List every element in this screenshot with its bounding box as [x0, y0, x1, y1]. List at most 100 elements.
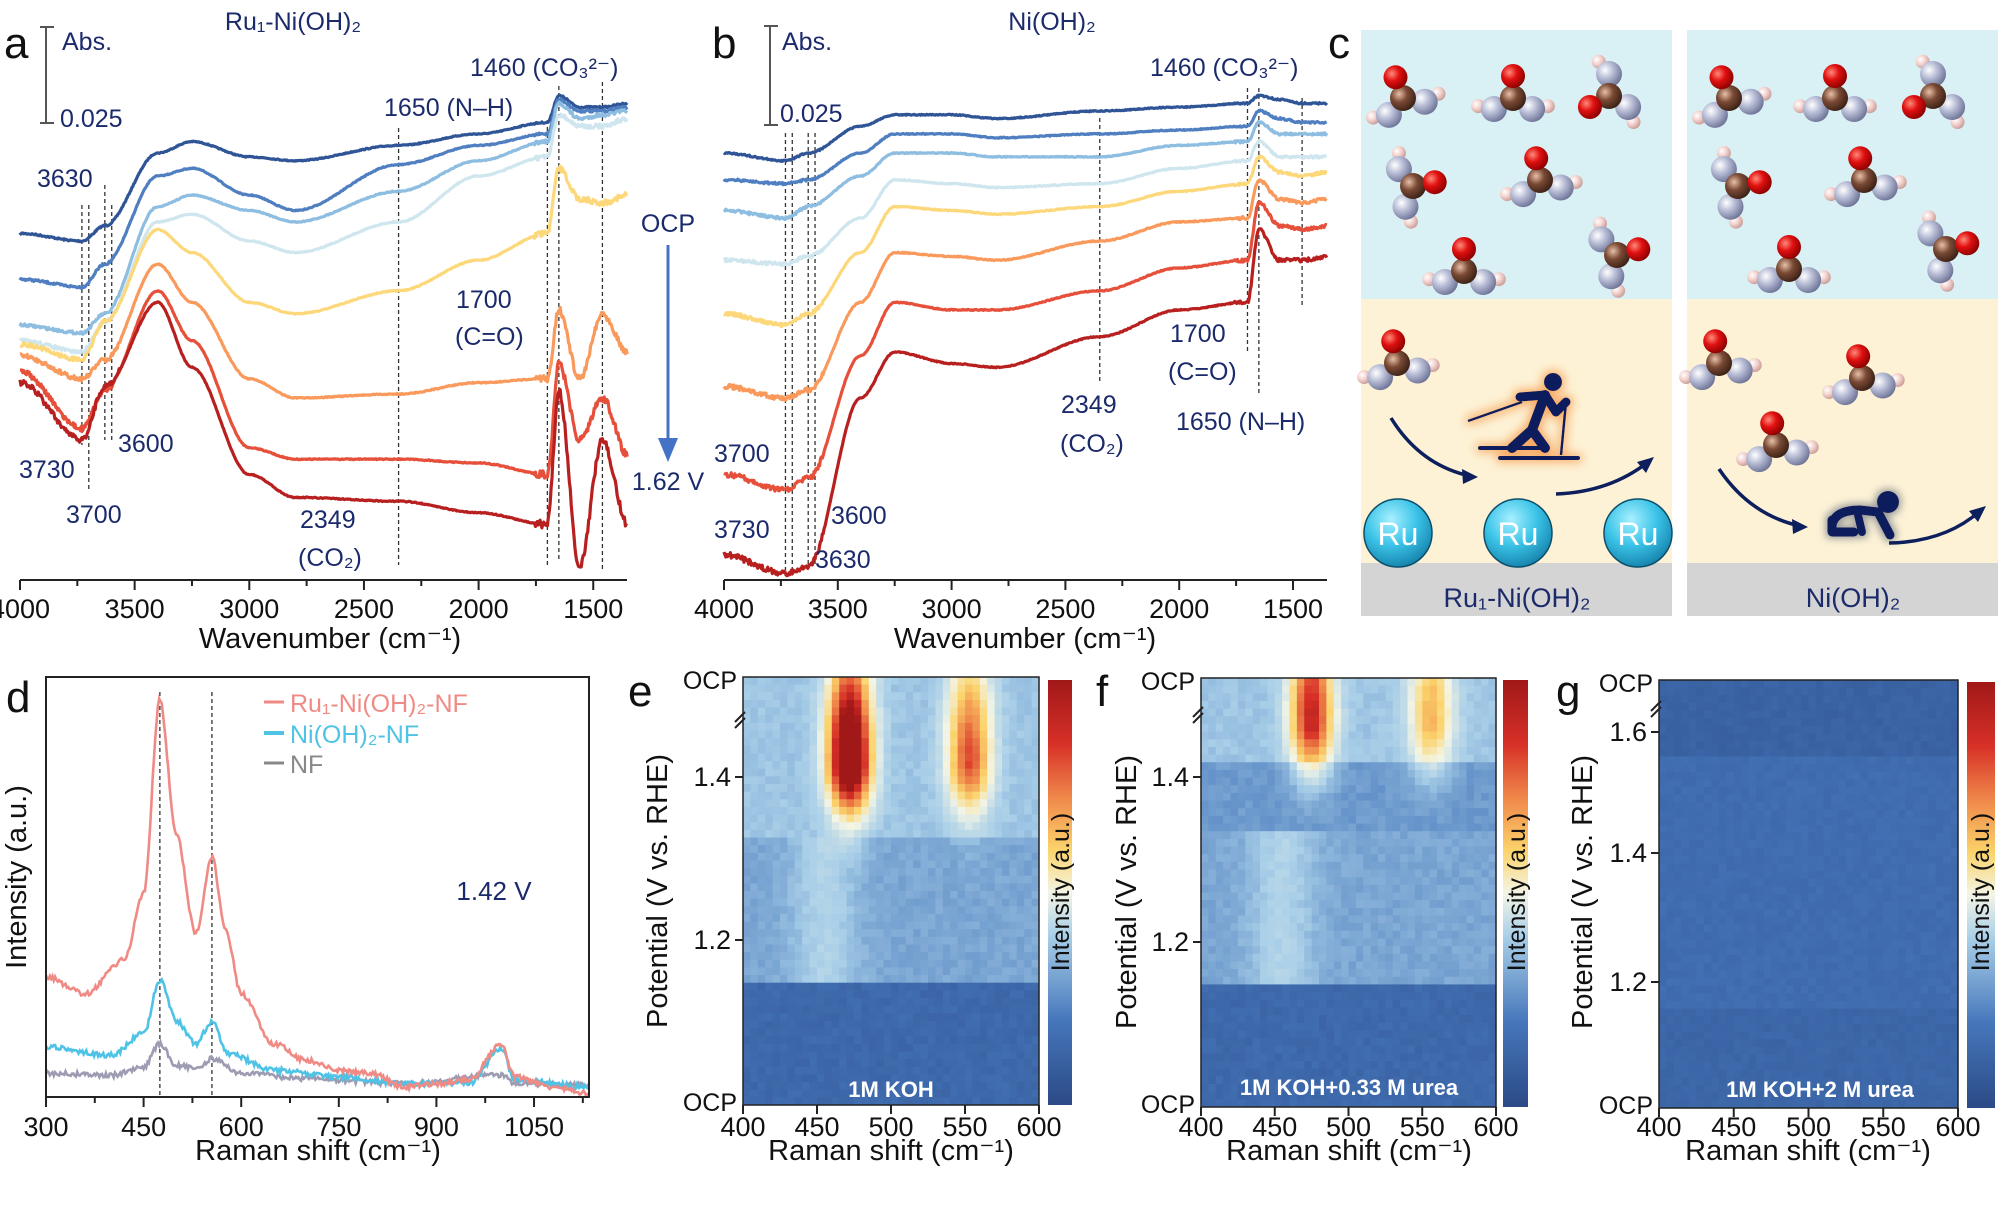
heatmap-cell [1466, 1068, 1475, 1077]
heatmap-cell [1407, 923, 1416, 932]
heatmap-cell [1437, 716, 1445, 725]
heatmap-cell [965, 998, 973, 1007]
heatmap-cell [765, 967, 774, 976]
heatmap-cell [1437, 1068, 1445, 1077]
heatmap-cell [965, 1066, 973, 1076]
heatmap-cell [794, 906, 803, 915]
heatmap-cell [1252, 1099, 1261, 1107]
heatmap-cell [802, 1036, 811, 1045]
heatmap-cell [1031, 959, 1039, 969]
heatmap-cell [750, 891, 759, 900]
heatmap-cell [1392, 915, 1401, 924]
heatmap-cell [1473, 823, 1482, 832]
heatmap-cell [1400, 877, 1409, 886]
heatmap-cell [957, 921, 966, 930]
heatmap-cell [1024, 677, 1033, 686]
heatmap-cell [1009, 998, 1018, 1007]
heatmap-cell [1215, 854, 1224, 863]
heatmap-cell [1201, 907, 1209, 917]
heatmap-cell [1451, 700, 1460, 710]
heatmap-cell [928, 959, 936, 969]
heatmap-cell [772, 707, 781, 716]
ru-atoms: Ru Ru Ru [1363, 498, 1673, 568]
heatmap-cell [1289, 869, 1298, 878]
heatmap-cell [1459, 1076, 1468, 1085]
heatmap-cell [1400, 769, 1409, 779]
heatmap-cell [1341, 708, 1350, 717]
heatmap-cell [1267, 693, 1276, 702]
heatmap-cell [920, 952, 929, 961]
heatmap-cell [824, 875, 833, 884]
heatmap-cell [905, 913, 914, 923]
heatmap-cell [1201, 1030, 1209, 1039]
heatmap-cell [1267, 915, 1276, 924]
heatmap-cell [1260, 716, 1268, 725]
heatmap-cell [1267, 831, 1276, 840]
heatmap-cell [1024, 1074, 1033, 1083]
heatmap-cell [772, 799, 781, 808]
heatmap-cell [1274, 861, 1283, 871]
heatmap-cell [1016, 829, 1025, 839]
heatmap-cell [891, 761, 899, 770]
heatmap-cell [957, 745, 966, 755]
heatmap-cell [1223, 808, 1232, 817]
heatmap-cell [765, 692, 774, 701]
heatmap-cell [1378, 1053, 1386, 1062]
heatmap-cell [1274, 1045, 1283, 1054]
heatmap-cell [1385, 923, 1394, 932]
heatmap-cell [1429, 854, 1438, 863]
heatmap-cell [868, 784, 877, 793]
heatmap-cell [1488, 984, 1496, 993]
heatmap-cell [1407, 739, 1416, 748]
heatmap-cell [772, 883, 781, 892]
heatmap-cell [1311, 754, 1320, 763]
heatmap-cell [824, 852, 833, 862]
heatmap-cell [1348, 1015, 1357, 1024]
heatmap-cell [883, 822, 892, 831]
heatmap-cell [1370, 746, 1379, 756]
heatmap-cell [831, 891, 840, 900]
heatmap-cell [957, 677, 966, 686]
heatmap-cell [1341, 984, 1350, 993]
heatmap-cell [1260, 792, 1268, 802]
heatmap-cell [1031, 677, 1039, 686]
heatmap-cell [1009, 738, 1018, 747]
heatmap-cell [1437, 731, 1445, 740]
heatmap-cell [817, 1013, 825, 1022]
heatmap-cell [883, 761, 892, 770]
heatmap-cell [1311, 861, 1320, 871]
heatmap-cell [846, 998, 855, 1007]
heatmap-cell [883, 1097, 892, 1105]
heatmap-cell [1289, 1076, 1298, 1085]
heatmap-cell [1245, 900, 1254, 909]
heatmap-cell [1466, 808, 1475, 817]
heatmap-cell [772, 829, 781, 839]
heatmap-cell [1407, 930, 1416, 940]
heatmap-cell [1400, 1007, 1409, 1016]
heatmap-cell [1296, 808, 1305, 817]
heatmap-cell [765, 768, 774, 777]
heatmap-cell [1341, 976, 1350, 986]
heatmap-cell [1400, 708, 1409, 717]
heatmap-cell [817, 1059, 825, 1068]
heatmap-cell [1215, 831, 1224, 840]
heatmap-cell [1223, 746, 1232, 756]
heatmap-cell [1223, 708, 1232, 717]
heatmap-cell [802, 791, 811, 800]
heatmap-cell [1024, 929, 1033, 938]
x-tick-label: 450 [121, 1112, 166, 1142]
heatmap-cell [1883, 695, 1892, 704]
heatmap-cell [935, 875, 944, 884]
heatmap-cell [979, 1074, 988, 1083]
heatmap-cell [1326, 900, 1335, 909]
heatmap-cell [1466, 1030, 1475, 1039]
heatmap-cell [1444, 900, 1453, 909]
heatmap-cell [839, 1066, 848, 1076]
heatmap-cell [1400, 861, 1409, 871]
heatmap-cell [1400, 808, 1409, 817]
heatmap-cell [1437, 792, 1445, 802]
heatmap-cell [1801, 695, 1810, 704]
heatmap-cell [1002, 707, 1010, 716]
heatmap-cell [1407, 900, 1416, 909]
heatmap-cell [1237, 846, 1246, 855]
